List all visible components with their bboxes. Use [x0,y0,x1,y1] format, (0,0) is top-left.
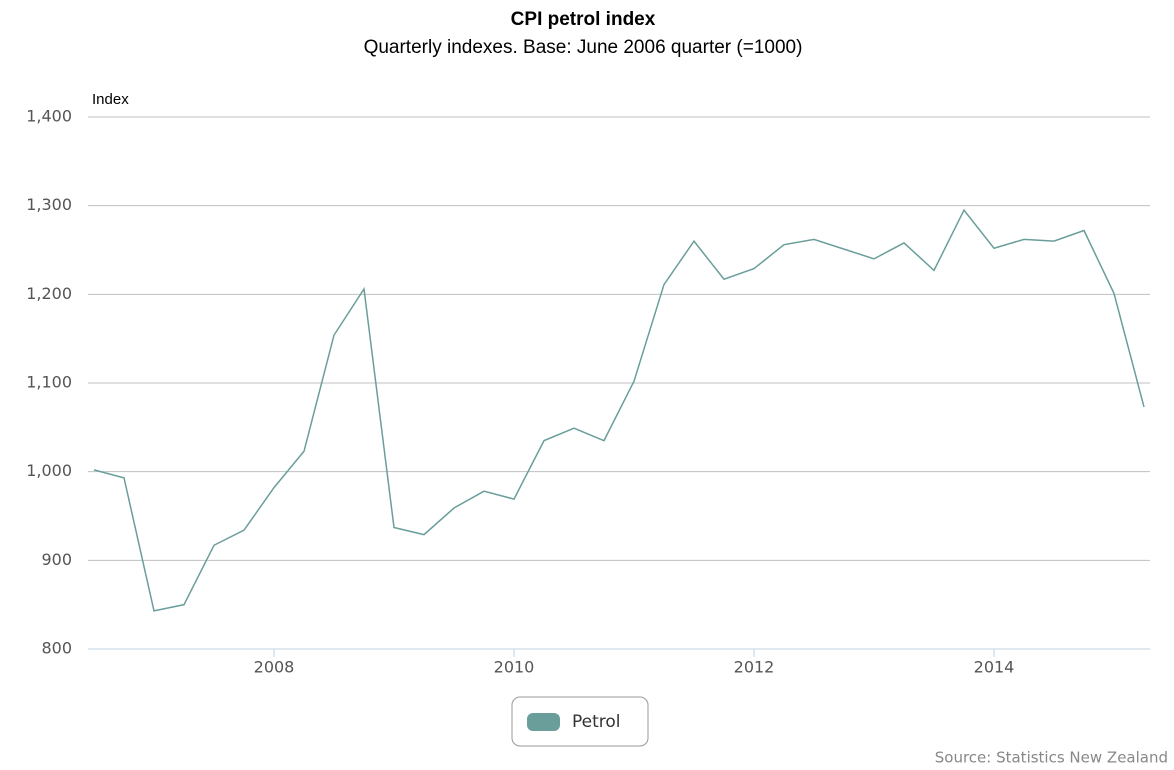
x-tick-label: 2008 [254,658,295,677]
legend-label: Petrol [572,712,621,732]
x-tick-label: 2012 [734,658,775,677]
legend-swatch [527,713,560,731]
y-tick-label: 1,100 [26,373,72,392]
y-tick-label: 900 [41,550,72,569]
y-tick-label: 1,300 [26,195,72,214]
y-tick-label: 800 [41,639,72,658]
y-axis-label: Index [92,91,129,108]
x-tick-label: 2010 [494,658,535,677]
y-tick-label: 1,400 [26,107,72,126]
chart-title: CPI petrol index [511,9,656,30]
data-line [93,208,1145,612]
x-tick-label: 2014 [974,658,1015,677]
y-tick-label: 1,000 [26,461,72,480]
chart-subtitle: Quarterly indexes. Base: June 2006 quart… [364,37,803,58]
legend-box [511,696,649,747]
y-tick-label: 1,200 [26,284,72,303]
source: Source: Statistics New Zealand [935,749,1168,767]
